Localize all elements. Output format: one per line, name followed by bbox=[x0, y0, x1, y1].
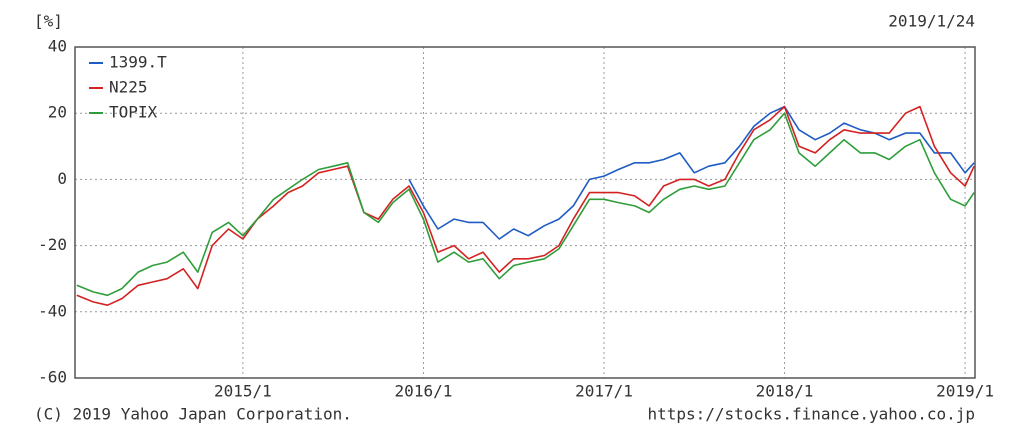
y-tick-label: 0 bbox=[57, 169, 67, 188]
x-tick-label: 2018/1 bbox=[756, 382, 814, 401]
legend-label: 1399.T bbox=[109, 53, 167, 72]
x-tick-label: 2017/1 bbox=[575, 382, 633, 401]
series-line bbox=[76, 105, 975, 306]
y-tick-label: -40 bbox=[38, 301, 67, 320]
unit-label: [%] bbox=[34, 12, 63, 31]
x-tick-label: 2016/1 bbox=[395, 382, 453, 401]
y-tick-label: 20 bbox=[48, 103, 67, 122]
date-label: 2019/1/24 bbox=[888, 12, 975, 31]
y-tick-label: 40 bbox=[48, 37, 67, 56]
y-tick-label: -20 bbox=[38, 235, 67, 254]
x-tick-label: 2019/1 bbox=[936, 382, 994, 401]
series-line bbox=[76, 112, 975, 297]
plot-frame bbox=[74, 46, 976, 379]
y-tick-label: -60 bbox=[38, 368, 67, 387]
source: https://stocks.finance.yahoo.co.jp bbox=[647, 405, 975, 424]
legend-label: TOPIX bbox=[109, 103, 158, 122]
x-tick-label: 2015/1 bbox=[214, 382, 272, 401]
copyright: (C) 2019 Yahoo Japan Corporation. bbox=[34, 405, 352, 424]
series-line bbox=[408, 105, 975, 240]
legend-label: N225 bbox=[109, 78, 148, 97]
